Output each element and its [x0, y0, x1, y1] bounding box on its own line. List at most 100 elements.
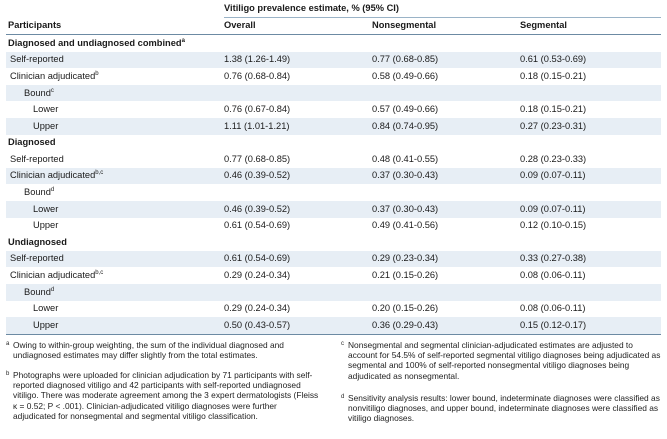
table-row: Lower 0.29 (0.24-0.34) 0.20 (0.15-0.26) 0.0…: [6, 301, 661, 318]
overall-estimate-text: 0.76 (0.67-0.84): [224, 104, 291, 115]
overall-estimate: 0.46 (0.39-0.52): [224, 167, 372, 185]
nonsegmental-estimate: 0.37 (0.30-0.43): [372, 200, 520, 218]
nonsegmental-column-header: Nonsegmental: [372, 17, 520, 35]
row-label: Boundd: [6, 184, 224, 201]
table-row: Self-reported 1.38 (1.26-1.49) 0.77 (0.68-…: [6, 51, 661, 69]
segmental-estimate-text: 0.08 (0.06-0.11): [520, 303, 586, 314]
nonsegmental-estimate: 0.49 (0.41-0.56): [372, 218, 520, 235]
segmental-estimate: 0.08 (0.06-0.11): [520, 267, 661, 284]
row-label-text: Self-reported: [10, 253, 64, 264]
row-label-text: Upper: [33, 220, 59, 231]
row-label: Lower: [6, 101, 224, 118]
footnote-reference: c: [50, 87, 54, 94]
group-title-text: Undiagnosed: [8, 236, 67, 247]
nonsegmental-estimate-text: 0.57 (0.49-0.66): [372, 104, 439, 115]
segmental-estimate-text: 0.15 (0.12-0.17): [520, 319, 587, 330]
footnote-d: d Sensitivity analysis results: lower bo…: [341, 393, 661, 424]
footnote-reference: b,c: [95, 269, 104, 276]
overall-estimate-text: 0.61 (0.54-0.69): [224, 220, 291, 231]
table-row: Lower 0.76 (0.67-0.84) 0.57 (0.49-0.66) 0.1…: [6, 101, 661, 118]
nonsegmental-estimate-text: 0.20 (0.15-0.26): [372, 303, 439, 314]
nonsegmental-estimate: 0.20 (0.15-0.26): [372, 301, 520, 318]
row-label: Clinician adjudicatedb,c: [6, 267, 224, 284]
footnote-a: a Owing to within-group weighting, the s…: [6, 340, 320, 360]
overall-estimate-text: 0.29 (0.24-0.34): [224, 270, 291, 281]
row-label: Lower: [6, 301, 224, 318]
group-title-text: Diagnosed and undiagnosed combined: [8, 37, 182, 48]
row-label: Upper: [6, 218, 224, 235]
table-header-row: Participants Overall Nonsegmental Segmen…: [6, 17, 661, 35]
row-label: Lower: [6, 200, 224, 218]
group-title-text: Diagnosed: [8, 137, 56, 148]
nonsegmental-estimate-text: 0.36 (0.29-0.43): [372, 319, 439, 330]
prevalence-estimate-heading: Vitiligo prevalence estimate, % (95% CI): [224, 0, 661, 18]
footnote-mark: b: [6, 371, 10, 377]
row-label: Upper: [6, 317, 224, 334]
overall-estimate: 0.29 (0.24-0.34): [224, 301, 372, 318]
row-label-text: Bound: [24, 187, 51, 198]
segmental-estimate: 0.08 (0.06-0.11): [520, 301, 661, 318]
nonsegmental-estimate-text: 0.37 (0.30-0.43): [372, 170, 439, 181]
nonsegmental-estimate-text: 0.48 (0.41-0.55): [372, 153, 439, 164]
segmental-estimate-text: 0.33 (0.27-0.38): [520, 253, 587, 264]
row-label: Boundc: [6, 84, 224, 102]
segmental-estimate: 0.09 (0.07-0.11): [520, 200, 661, 218]
group-heading-row: Diagnosed and undiagnosed combineda: [6, 35, 661, 52]
nonsegmental-estimate-text: 0.49 (0.41-0.56): [372, 220, 439, 231]
nonsegmental-estimate: 0.36 (0.29-0.43): [372, 317, 520, 334]
overall-estimate-text: 0.29 (0.24-0.34): [224, 303, 291, 314]
overall-estimate: 1.38 (1.26-1.49): [224, 51, 372, 69]
overall-estimate: 0.77 (0.68-0.85): [224, 151, 372, 168]
overall-estimate: 0.50 (0.43-0.57): [224, 317, 372, 334]
footnote-reference: d: [50, 286, 55, 293]
segmental-estimate-text: 0.08 (0.06-0.11): [520, 270, 586, 281]
group-heading-row: Undiagnosed: [6, 234, 661, 251]
footnote-mark: c: [341, 341, 344, 347]
overall-estimate: 0.76 (0.68-0.84): [224, 68, 372, 85]
segmental-estimate: 0.15 (0.12-0.17): [520, 317, 661, 334]
nonsegmental-estimate-text: 0.84 (0.74-0.95): [372, 120, 439, 131]
nonsegmental-estimate: 0.57 (0.49-0.66): [372, 101, 520, 118]
segmental-estimate: 0.28 (0.23-0.33): [520, 151, 661, 168]
row-label-text: Upper: [33, 319, 59, 330]
nonsegmental-estimate: 0.77 (0.68-0.85): [372, 51, 520, 69]
overall-estimate-text: 0.50 (0.43-0.57): [224, 319, 291, 330]
table-row: Lower 0.46 (0.39-0.52) 0.37 (0.30-0.43) 0.0…: [6, 200, 661, 218]
overall-estimate: 0.29 (0.24-0.34): [224, 267, 372, 284]
footnote-reference: a: [181, 37, 185, 44]
row-label-text: Upper: [33, 120, 59, 131]
row-label-text: Clinician adjudicated: [10, 270, 96, 281]
row-label: Boundd: [6, 283, 224, 301]
segmental-estimate-text: 0.09 (0.07-0.11): [520, 170, 586, 181]
segmental-estimate: 0.18 (0.15-0.21): [520, 68, 661, 85]
segmental-estimate: 0.09 (0.07-0.11): [520, 167, 661, 185]
footnote-reference: d: [50, 186, 55, 193]
row-label-text: Lower: [33, 104, 59, 115]
footnote-reference: b: [95, 70, 99, 77]
table-footnotes: a Owing to within-group weighting, the s…: [6, 334, 661, 439]
footnote-reference: b,c: [95, 170, 104, 177]
overall-estimate-text: 0.46 (0.39-0.52): [224, 170, 291, 181]
footnote-mark: a: [6, 341, 10, 347]
participants-column-header: Participants: [6, 17, 224, 35]
nonsegmental-estimate-text: 0.77 (0.68-0.85): [372, 54, 439, 65]
footnote-text: Sensitivity analysis results: lower boun…: [348, 393, 660, 424]
overall-column-header: Overall: [224, 17, 372, 35]
nonsegmental-estimate: 0.29 (0.23-0.34): [372, 250, 520, 268]
overall-estimate-text: 1.38 (1.26-1.49): [224, 54, 291, 65]
nonsegmental-estimate: 0.48 (0.41-0.55): [372, 151, 520, 168]
segmental-estimate: 0.12 (0.10-0.15): [520, 218, 661, 235]
footnote-b: b Photographs were uploaded for clinicia…: [6, 370, 320, 421]
table-row: Upper 0.50 (0.43-0.57) 0.36 (0.29-0.43) 0.1…: [6, 317, 661, 334]
table-row: Self-reported 0.61 (0.54-0.69) 0.29 (0.23-…: [6, 250, 661, 268]
nonsegmental-estimate: 0.84 (0.74-0.95): [372, 117, 520, 135]
row-label: Clinician adjudicatedb,c: [6, 167, 224, 185]
group-heading-row: Diagnosed: [6, 135, 661, 152]
overall-estimate-text: 0.61 (0.54-0.69): [224, 253, 291, 264]
row-label-text: Self-reported: [10, 153, 64, 164]
row-label-text: Clinician adjudicated: [10, 70, 96, 81]
overall-estimate-text: 1.11 (1.01-1.21): [224, 120, 290, 131]
segmental-estimate: 0.27 (0.23-0.31): [520, 117, 661, 135]
segmental-column-header: Segmental: [520, 17, 661, 35]
segmental-estimate-text: 0.12 (0.10-0.15): [520, 220, 587, 231]
